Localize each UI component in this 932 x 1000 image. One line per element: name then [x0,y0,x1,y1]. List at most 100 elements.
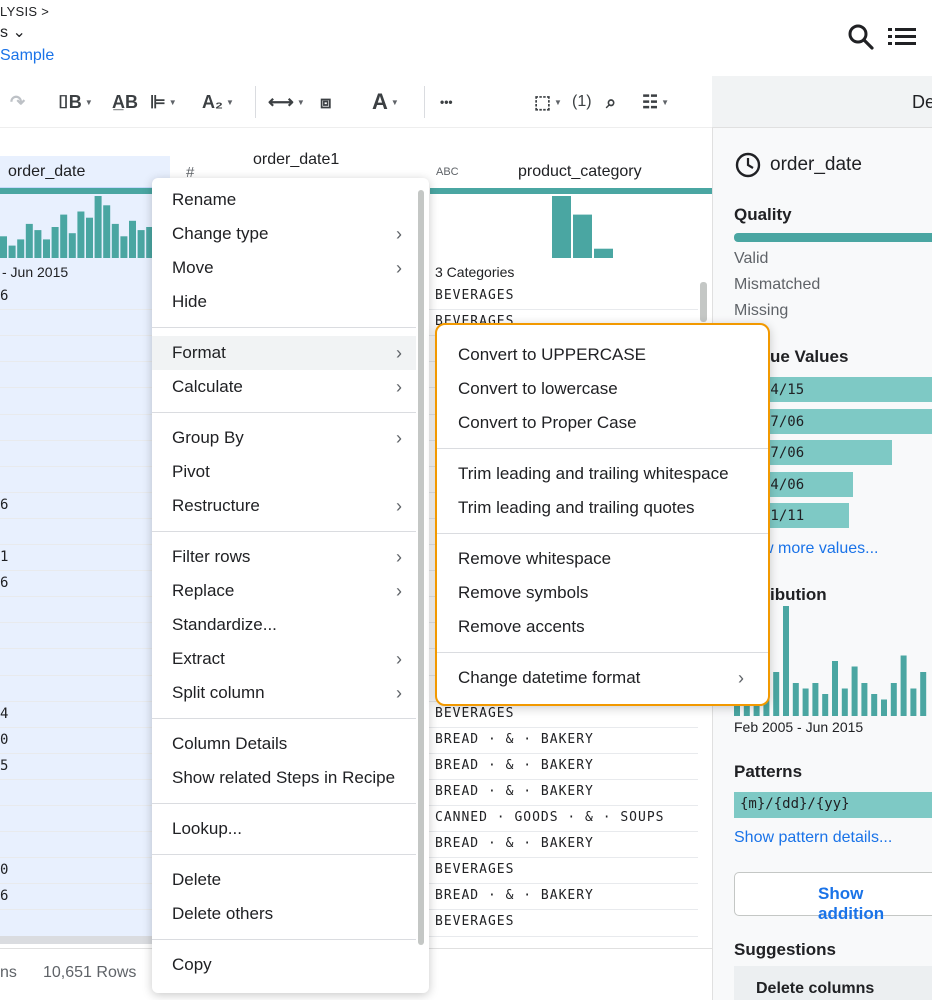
submenu-item-remove-accents[interactable]: Remove accents [437,610,768,644]
histogram-bar[interactable] [841,688,848,717]
histogram-bar[interactable] [920,672,927,716]
histogram-bar[interactable] [120,236,128,258]
histogram-bar[interactable] [900,655,907,717]
text-format-icon[interactable]: A ▼ [372,89,399,114]
list-icon[interactable] [886,22,918,52]
align-icon[interactable]: ⊫ ▼ [150,91,177,112]
lookup-icon[interactable]: ⌕ [606,91,617,112]
menu-item-rename[interactable]: Rename [152,183,416,217]
suggestion-card[interactable] [734,966,932,1000]
show-additional-button[interactable] [734,872,932,916]
menu-item-hide[interactable]: Hide [152,285,416,319]
histogram-bar[interactable] [43,239,50,258]
histogram-bar[interactable] [51,227,59,258]
submenu-item-convert-to-proper-case[interactable]: Convert to Proper Case [437,406,768,440]
histogram-bar[interactable] [832,661,838,716]
menu-item-split-column[interactable]: Split column › [152,676,416,710]
subscript-icon[interactable]: A₂ ▼ [202,91,234,112]
histogram-bar[interactable] [129,220,136,258]
histogram-bar[interactable] [822,694,829,716]
menu-item-extract[interactable]: Extract › [152,642,416,676]
menu-item-column-details[interactable]: Column Details [152,727,416,761]
histogram-bar[interactable] [8,245,16,258]
menu-item-lookup[interactable]: Lookup... [152,812,416,846]
histogram-bar[interactable] [103,205,111,258]
more-icon[interactable]: ••• [440,95,453,109]
menu-item-show-related-steps-in-recipe[interactable]: Show related Steps in Recipe [152,761,416,795]
submenu-item-trim-leading-and-trailing-quotes[interactable]: Trim leading and trailing quotes [437,491,768,525]
histogram-bar[interactable] [77,211,85,259]
sort-icon[interactable]: A̲B [112,91,138,112]
histogram-bar[interactable] [890,683,897,716]
show-more-values-link[interactable]: w more values... [762,540,879,557]
histogram-bar[interactable] [60,214,68,258]
histogram-bar[interactable] [68,233,76,258]
menu-item-format[interactable]: Format › [152,336,416,370]
column-histogram[interactable] [0,196,165,260]
histogram-bar[interactable] [34,230,42,258]
histogram-bar[interactable] [94,196,102,258]
histogram-bar[interactable] [594,248,613,258]
column-histogram[interactable] [552,196,618,260]
merge-icon[interactable]: ⧈ [320,91,332,112]
menu-item-replace[interactable]: Replace › [152,574,416,608]
menu-item-copy[interactable]: Copy [152,948,416,982]
histogram-bar[interactable] [552,196,571,258]
histogram-bar[interactable] [0,236,7,258]
menu-item-delete[interactable]: Delete [152,863,416,897]
sample-link[interactable]: Sample [0,47,55,64]
show-pattern-details-link[interactable]: Show pattern details... [734,829,893,846]
histogram-bar[interactable] [851,666,858,717]
menu-item-move[interactable]: Move › [152,251,416,285]
submenu-item-convert-to-uppercase[interactable]: Convert to UPPERCASE [437,338,768,372]
column-header-product-category[interactable]: product_category [518,156,642,188]
horizontal-scrollbar[interactable] [0,936,152,944]
settings-sliders-icon[interactable]: ☷ ▼ [642,91,670,112]
breadcrumb[interactable]: LYSIS > [0,4,50,19]
side-panel-tab[interactable]: De [912,92,932,112]
histogram-bar[interactable] [86,217,93,258]
menu-item-filter-rows[interactable]: Filter rows › [152,540,416,574]
menu-item-group-by[interactable]: Group By › [152,421,416,455]
menu-item-calculate[interactable]: Calculate › [152,370,416,404]
histogram-bar[interactable] [146,227,154,258]
selection-icon[interactable]: ⬚ ▼ [534,91,562,112]
histogram-bar[interactable] [812,683,819,716]
histogram-bar[interactable] [573,214,592,258]
menu-item-pivot[interactable]: Pivot [152,455,416,489]
histogram-bar[interactable] [25,223,33,258]
menu-item-standardize[interactable]: Standardize... [152,608,416,642]
submenu-item-change-datetime-format[interactable]: Change datetime format › [437,661,768,695]
column-header-order-date1[interactable]: order_date1 [253,150,339,170]
menu-item-delete-others[interactable]: Delete others [152,897,416,931]
menu-item-restructure[interactable]: Restructure › [152,489,416,523]
histogram-bar[interactable] [111,223,119,258]
histogram-bar[interactable] [861,683,868,716]
histogram-bar[interactable] [881,699,887,717]
page-title[interactable]: s ⌄ [0,24,26,41]
submenu-item-convert-to-lowercase[interactable]: Convert to lowercase [437,372,768,406]
grid-scrollbar[interactable] [700,282,707,322]
split-icon[interactable]: ⟷ ▼ [268,91,305,112]
submenu-item-remove-whitespace[interactable]: Remove whitespace [437,542,768,576]
histogram-bar[interactable] [871,694,878,716]
histogram-bar[interactable] [802,688,809,717]
menu-scrollbar[interactable] [418,190,424,945]
redo-icon[interactable]: ↷ [10,91,26,112]
histogram-bar[interactable] [773,672,780,716]
histogram-bar[interactable] [792,683,799,716]
column-type-icon[interactable]: ⌷B ▼ [58,91,93,112]
search-icon[interactable] [846,22,876,52]
histogram-bar[interactable] [783,606,789,716]
histogram-bar[interactable] [17,239,25,258]
quality-valid: Valid [734,250,769,267]
menu-item-change-type[interactable]: Change type › [152,217,416,251]
histogram-bar[interactable] [910,688,917,717]
selected-column[interactable] [0,156,170,936]
column-header-order-date[interactable]: order_date [0,156,170,188]
suggestion-delete-columns[interactable]: Delete columns [756,980,875,997]
histogram-bar[interactable] [137,230,145,258]
pattern-bar[interactable] [734,792,932,818]
submenu-item-remove-symbols[interactable]: Remove symbols [437,576,768,610]
submenu-item-trim-leading-and-trailing-whitespace[interactable]: Trim leading and trailing whitespace [437,457,768,491]
